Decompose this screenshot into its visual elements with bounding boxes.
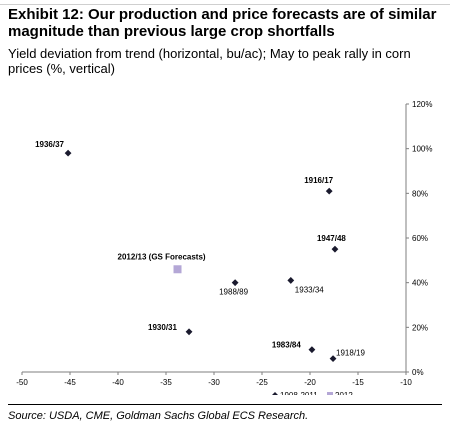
point-label: 2012/13 (GS Forecasts) (118, 252, 206, 261)
point-label: 1983/84 (272, 341, 301, 350)
x-tick-label: -50 (16, 378, 28, 387)
point-label: 1936/37 (35, 140, 64, 149)
point-label: 1988/89 (219, 288, 248, 297)
x-tick-label: -20 (304, 378, 316, 387)
y-tick-label: 80% (412, 189, 428, 198)
point-marker-diamond (231, 279, 239, 287)
source-note: Source: USDA, CME, Goldman Sachs Global … (8, 410, 309, 422)
x-tick-label: -10 (400, 378, 412, 387)
legend-label: 2012 (335, 391, 353, 395)
exhibit-title: Exhibit 12: Our production and price for… (8, 6, 437, 40)
point-label: 1918/19 (336, 349, 365, 358)
point-marker-diamond (325, 187, 333, 195)
chart-legend: 1908-2011 2012 (272, 391, 353, 395)
exhibit-subtitle: Yield deviation from trend (horizontal, … (8, 46, 411, 76)
y-tick-label: 20% (412, 323, 428, 332)
point-label: 1933/34 (295, 285, 324, 294)
x-axis-ticks: -50 -45 -40 -35 -30 -25 -20 -15 -10 (16, 372, 412, 387)
point-label: 1930/31 (148, 323, 177, 332)
x-tick-label: -45 (64, 378, 76, 387)
point-label: 1916/17 (304, 176, 333, 185)
x-tick-label: -35 (160, 378, 172, 387)
y-tick-label: 40% (412, 279, 428, 288)
legend-label: 1908-2011 (280, 391, 318, 395)
point-marker-diamond (331, 245, 339, 253)
top-rule (0, 4, 450, 5)
point-marker-diamond (287, 277, 295, 284)
y-tick-label: 0% (412, 368, 424, 377)
scatter-chart: -50 -45 -40 -35 -30 -25 -20 -15 -10 0% 20% 40% 60% 8… (16, 100, 432, 395)
point-marker-diamond (329, 355, 337, 362)
y-tick-label: 120% (412, 100, 432, 109)
x-tick-label: -30 (208, 378, 220, 387)
point-marker-square (173, 265, 182, 274)
x-tick-label: -25 (256, 378, 268, 387)
data-points: 1936/37 1916/17 1947/48 1988/89 1933/34 1930/… (35, 140, 366, 362)
point-label: 1947/48 (317, 234, 346, 243)
y-tick-label: 100% (412, 145, 432, 154)
point-marker-diamond (308, 346, 316, 354)
point-marker-diamond (64, 149, 72, 157)
bottom-rule (8, 404, 442, 405)
legend-marker-square (327, 392, 333, 395)
point-marker-diamond (185, 328, 193, 336)
legend-marker-diamond (272, 392, 278, 395)
x-tick-label: -40 (112, 378, 124, 387)
y-tick-label: 60% (412, 234, 428, 243)
x-tick-label: -15 (352, 378, 364, 387)
y-axis-ticks: 0% 20% 40% 60% 80% 100% 120% (406, 100, 432, 377)
